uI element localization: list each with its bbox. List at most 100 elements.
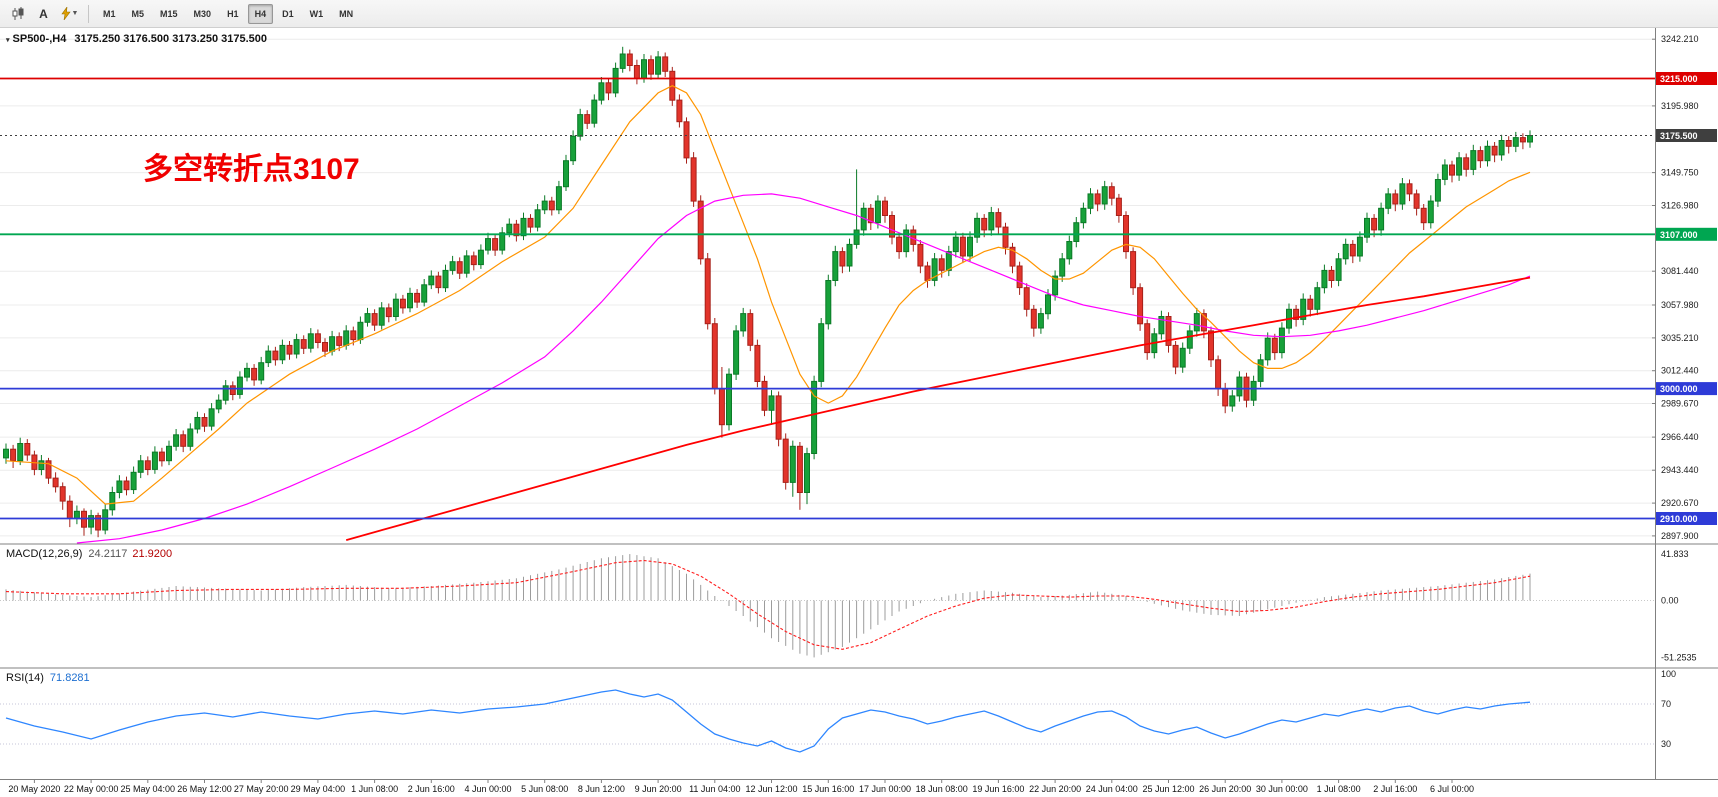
svg-text:8 Jun 12:00: 8 Jun 12:00 xyxy=(578,784,625,794)
ohlc-values: 3175.250 3176.500 3173.250 3175.500 xyxy=(74,33,268,45)
svg-text:3126.980: 3126.980 xyxy=(1661,201,1699,211)
svg-text:2897.900: 2897.900 xyxy=(1661,531,1699,541)
svg-text:19 Jun 16:00: 19 Jun 16:00 xyxy=(972,784,1024,794)
macd-signal-line xyxy=(5,559,1531,650)
rsi-line xyxy=(5,689,1531,753)
svg-text:26 May 12:00: 26 May 12:00 xyxy=(177,784,232,794)
price-grid xyxy=(0,38,1655,537)
timeframe-M15[interactable]: M15 xyxy=(160,8,178,19)
toolbar-separator xyxy=(88,4,89,23)
chevron-down-icon: ▼ xyxy=(71,10,79,17)
svg-text:3175.500: 3175.500 xyxy=(1660,131,1698,141)
svg-text:70: 70 xyxy=(1661,699,1671,709)
svg-text:29 May 04:00: 29 May 04:00 xyxy=(291,784,346,794)
toolbar: A ▼ M1 M5 M15 M30 H1 H4 D1 W1 MN xyxy=(0,0,1718,28)
rsi-pane[interactable] xyxy=(0,689,1655,753)
svg-text:1 Jun 08:00: 1 Jun 08:00 xyxy=(351,784,398,794)
rsi-value: 71.8281 xyxy=(49,672,90,684)
price-badge-3215.000: 3215.000 xyxy=(1656,72,1717,85)
timeframe-W1[interactable]: W1 xyxy=(309,8,324,19)
timeframe-M5[interactable]: M5 xyxy=(131,8,145,19)
timeframe-D1[interactable]: D1 xyxy=(282,8,294,19)
chart-type-icon[interactable] xyxy=(5,2,30,25)
timeframe-H4[interactable]: H4 xyxy=(247,3,274,24)
chart-svg[interactable]: 3242.210 3195.980 3149.750 3126.980 3081.440… xyxy=(0,28,1718,797)
symbol-ohlc-label: ▾ SP500-,H4 3175.250 3176.500 3173.250 317… xyxy=(6,33,267,45)
svg-text:15 Jun 16:00: 15 Jun 16:00 xyxy=(802,784,854,794)
svg-text:3215.000: 3215.000 xyxy=(1660,74,1698,84)
rsi-label: RSI(14) 71.8281 xyxy=(6,672,90,684)
svg-text:9 Jun 20:00: 9 Jun 20:00 xyxy=(635,784,682,794)
rsi-name: RSI(14) xyxy=(6,672,44,684)
svg-text:25 May 04:00: 25 May 04:00 xyxy=(121,784,176,794)
timeframe-MN[interactable]: MN xyxy=(339,8,354,19)
ma-mid-magenta xyxy=(76,193,1531,544)
price-badge-3000.000: 3000.000 xyxy=(1656,382,1717,396)
price-badge-3107.000: 3107.000 xyxy=(1656,227,1717,241)
svg-text:-51.2535: -51.2535 xyxy=(1661,652,1697,662)
ma-fast-orange xyxy=(5,85,1531,505)
svg-text:18 Jun 08:00: 18 Jun 08:00 xyxy=(916,784,968,794)
svg-text:30: 30 xyxy=(1661,739,1671,749)
svg-text:22 May 00:00: 22 May 00:00 xyxy=(64,784,119,794)
candlestick-series xyxy=(3,46,1533,538)
svg-text:22 Jun 20:00: 22 Jun 20:00 xyxy=(1029,784,1081,794)
macd-main-value: 24.2117 xyxy=(88,548,128,560)
svg-text:4 Jun 00:00: 4 Jun 00:00 xyxy=(464,784,511,794)
svg-text:11 Jun 04:00: 11 Jun 04:00 xyxy=(689,784,740,794)
svg-text:3000.000: 3000.000 xyxy=(1660,384,1698,394)
svg-text:6 Jul 00:00: 6 Jul 00:00 xyxy=(1430,784,1474,794)
candlestick-chart-icon xyxy=(12,6,23,20)
font-tool-label: A xyxy=(39,6,48,21)
svg-text:27 May 20:00: 27 May 20:00 xyxy=(234,784,289,794)
svg-text:3195.980: 3195.980 xyxy=(1661,101,1699,111)
svg-text:2920.670: 2920.670 xyxy=(1661,498,1699,508)
lightning-icon xyxy=(60,7,71,20)
timeframe-group: M1 M5 M15 M30 H1 H4 D1 W1 MN xyxy=(95,3,361,24)
main-pane[interactable] xyxy=(0,38,1655,544)
svg-text:2966.440: 2966.440 xyxy=(1661,432,1699,442)
svg-text:26 Jun 20:00: 26 Jun 20:00 xyxy=(1199,784,1251,794)
timeframe-M30[interactable]: M30 xyxy=(193,8,212,19)
svg-text:0.00: 0.00 xyxy=(1661,596,1679,606)
chart-area[interactable]: 3242.210 3195.980 3149.750 3126.980 3081.440… xyxy=(0,28,1718,797)
svg-text:20 May 2020: 20 May 2020 xyxy=(8,784,60,794)
svg-text:3081.440: 3081.440 xyxy=(1661,266,1699,276)
svg-text:3057.980: 3057.980 xyxy=(1661,300,1699,310)
svg-text:3242.210: 3242.210 xyxy=(1661,34,1699,44)
svg-text:100: 100 xyxy=(1661,669,1676,679)
chart-annotation[interactable]: 多空转折点3107 xyxy=(143,153,360,186)
symbol-label: SP500-,H4 xyxy=(12,33,67,45)
svg-text:2989.670: 2989.670 xyxy=(1661,399,1699,409)
price-badge-3175.500: 3175.500 xyxy=(1656,129,1717,142)
svg-text:24 Jun 04:00: 24 Jun 04:00 xyxy=(1086,784,1138,794)
macd-pane[interactable] xyxy=(0,554,1655,658)
svg-text:2910.000: 2910.000 xyxy=(1660,514,1698,524)
svg-text:25 Jun 12:00: 25 Jun 12:00 xyxy=(1142,784,1194,794)
macd-label: MACD(12,26,9) 24.2117 21.9200 xyxy=(6,548,172,560)
timeframe-M1[interactable]: M1 xyxy=(103,8,116,19)
quick-menu-button[interactable]: ▼ xyxy=(57,2,82,25)
svg-text:3107.000: 3107.000 xyxy=(1660,230,1698,240)
svg-text:2 Jul 16:00: 2 Jul 16:00 xyxy=(1373,784,1417,794)
svg-text:30 Jun 00:00: 30 Jun 00:00 xyxy=(1256,784,1308,794)
time-axis[interactable]: 20 May 2020 22 May 00:00 25 May 04:00 26 Ma… xyxy=(0,779,1718,794)
svg-text:3012.440: 3012.440 xyxy=(1661,366,1699,376)
macd-histogram xyxy=(5,554,1531,658)
svg-text:5 Jun 08:00: 5 Jun 08:00 xyxy=(521,784,568,794)
svg-text:3149.750: 3149.750 xyxy=(1661,168,1699,178)
price-axis[interactable]: 3242.210 3195.980 3149.750 3126.980 3081.440… xyxy=(1652,28,1717,779)
svg-text:1 Jul 08:00: 1 Jul 08:00 xyxy=(1317,784,1361,794)
svg-text:3035.210: 3035.210 xyxy=(1661,333,1699,343)
macd-signal-value: 21.9200 xyxy=(132,548,173,560)
symbol-marker-icon: ▾ xyxy=(6,37,10,44)
chart-background xyxy=(0,28,1718,797)
macd-name: MACD(12,26,9) xyxy=(6,548,83,560)
price-badge-2910.000: 2910.000 xyxy=(1656,512,1717,525)
svg-text:17 Jun 00:00: 17 Jun 00:00 xyxy=(859,784,911,794)
font-tool-button[interactable]: A xyxy=(31,2,56,25)
svg-text:2943.440: 2943.440 xyxy=(1661,465,1699,475)
svg-text:2 Jun 16:00: 2 Jun 16:00 xyxy=(408,784,455,794)
timeframe-H1[interactable]: H1 xyxy=(227,8,239,19)
